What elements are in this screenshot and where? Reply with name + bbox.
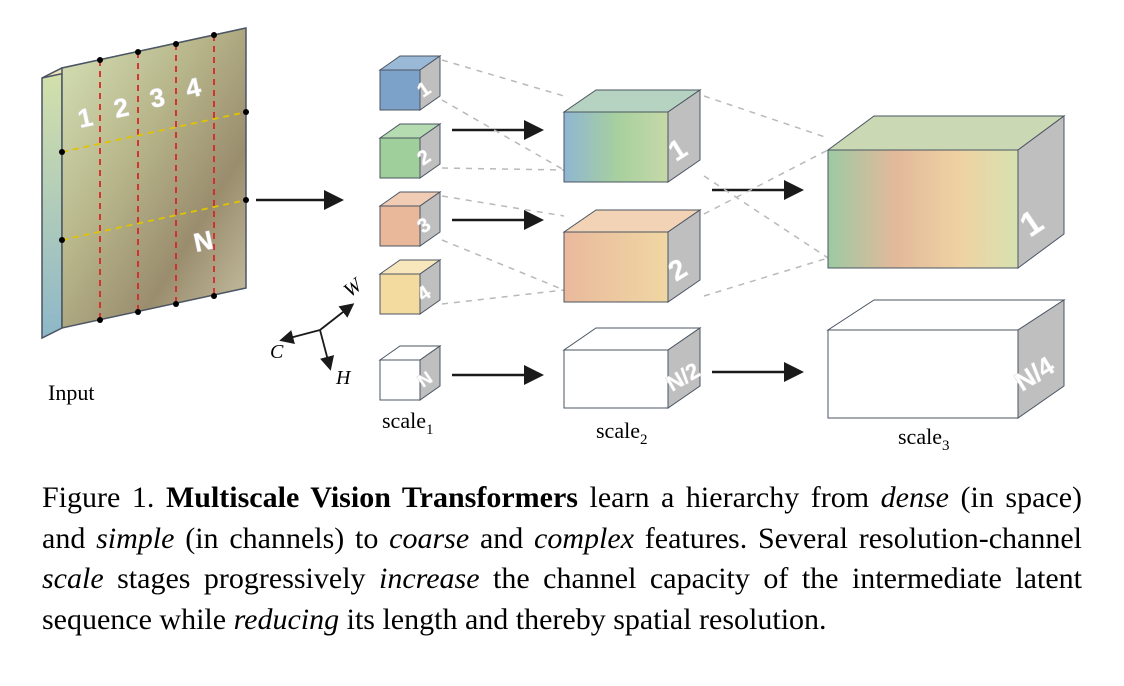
s2-cube-1: 1: [564, 90, 700, 182]
dash-s2-s3: [704, 96, 828, 296]
figure-caption: Figure 1. Multiscale Vision Transformers…: [42, 478, 1082, 640]
caption-fignum: Figure 1.: [42, 481, 154, 514]
scale1-cubes: 1 2 3 4 N: [380, 56, 440, 400]
diagram-svg: 1 2 3 4 N Input C W H 1 2: [0, 0, 1124, 470]
axis-compass: [282, 305, 352, 368]
s2-cube-N2: N/2: [564, 328, 704, 408]
caption-i1: dense: [881, 481, 949, 514]
input-slab: 1 2 3 4 N: [42, 28, 249, 338]
caption-t8: its length and thereby spatial resolutio…: [339, 603, 826, 636]
caption-i4: complex: [534, 522, 634, 555]
s1-cube-2: 2: [380, 124, 440, 178]
s2-cube-2: 2: [564, 210, 700, 302]
scale3-cubes: 1 N/4: [828, 116, 1064, 418]
s3-cube-1: 1: [828, 116, 1064, 268]
caption-i6: increase: [379, 562, 480, 595]
scale2-label: scale2: [596, 418, 647, 448]
caption-t3: (in channels) to: [174, 522, 389, 555]
caption-title: Multiscale Vision Transformers: [166, 481, 578, 514]
axis-H: H: [335, 367, 352, 389]
caption-t5: features. Several resolution-channel: [634, 522, 1082, 555]
input-label: Input: [48, 380, 94, 405]
axis-W: W: [340, 273, 369, 302]
dash-s1-s2: [442, 60, 564, 304]
caption-t1: learn a hierarchy from: [578, 481, 881, 514]
s1-cube-3: 3: [380, 192, 440, 246]
caption-t4: and: [469, 522, 534, 555]
caption-i7: reducing: [234, 603, 340, 636]
caption-i3: coarse: [389, 522, 469, 555]
caption-i2: simple: [96, 522, 174, 555]
scale2-cubes: 1 2 N/2: [564, 90, 704, 408]
scale3-label: scale3: [898, 424, 949, 454]
scale1-label: scale1: [382, 408, 433, 438]
caption-t6: stages progressively: [104, 562, 379, 595]
s1-cube-N: N: [380, 346, 440, 400]
caption-i5: scale: [42, 562, 104, 595]
s1-cube-4: 4: [380, 260, 440, 314]
figure-diagram: 1 2 3 4 N Input C W H 1 2: [0, 0, 1124, 470]
axis-C: C: [270, 341, 284, 363]
s3-cube-N4: N/4: [828, 300, 1064, 418]
s1-cube-1: 1: [380, 56, 440, 110]
